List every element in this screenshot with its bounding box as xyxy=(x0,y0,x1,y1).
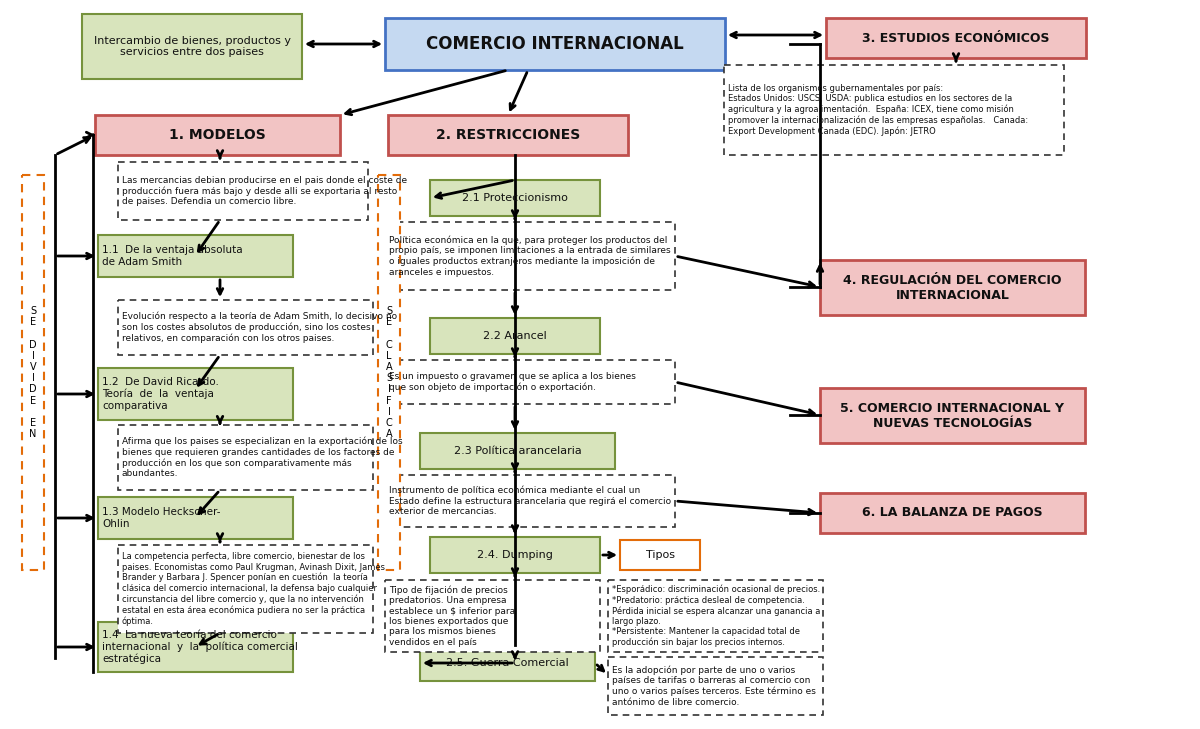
Text: 2.3 Política arancelaria: 2.3 Política arancelaria xyxy=(454,446,581,456)
FancyBboxPatch shape xyxy=(385,222,674,290)
FancyBboxPatch shape xyxy=(385,360,674,404)
FancyBboxPatch shape xyxy=(430,537,600,573)
FancyBboxPatch shape xyxy=(820,260,1085,315)
Text: 2.5. Guerra Comercial: 2.5. Guerra Comercial xyxy=(446,658,569,668)
FancyBboxPatch shape xyxy=(608,580,823,652)
Text: S
E
 
C
L
A
S
I
F
I
C
A: S E C L A S I F I C A xyxy=(385,306,392,439)
FancyBboxPatch shape xyxy=(118,425,373,490)
FancyBboxPatch shape xyxy=(430,180,600,216)
Text: Lista de los organismos gubernamentales por país:
Estados Unidos: USCS, USDA: pu: Lista de los organismos gubernamentales … xyxy=(728,84,1028,136)
Text: 2. RESTRICCIONES: 2. RESTRICCIONES xyxy=(436,128,580,142)
Text: 5. COMERCIO INTERNACIONAL Y
NUEVAS TECNOLOGÍAS: 5. COMERCIO INTERNACIONAL Y NUEVAS TECNO… xyxy=(840,402,1064,429)
Text: 6. LA BALANZA DE PAGOS: 6. LA BALANZA DE PAGOS xyxy=(862,507,1043,520)
FancyBboxPatch shape xyxy=(724,65,1064,155)
FancyBboxPatch shape xyxy=(98,497,293,539)
Text: S
E
 
D
I
V
I
D
E
 
E
N: S E D I V I D E E N xyxy=(29,306,37,439)
Text: Evolución respecto a la teoría de Adam Smith, lo decisivo no
son los costes abso: Evolución respecto a la teoría de Adam S… xyxy=(122,312,397,343)
FancyBboxPatch shape xyxy=(118,545,373,633)
Text: Es un impuesto o gravamen que se aplica a los bienes
que son objeto de importaci: Es un impuesto o gravamen que se aplica … xyxy=(389,372,636,392)
FancyBboxPatch shape xyxy=(420,433,616,469)
FancyBboxPatch shape xyxy=(620,540,700,570)
Text: Política económica en la que, para proteger los productos del
propio país, se im: Política económica en la que, para prote… xyxy=(389,235,671,276)
FancyBboxPatch shape xyxy=(385,18,725,70)
FancyBboxPatch shape xyxy=(430,318,600,354)
FancyBboxPatch shape xyxy=(420,645,595,681)
FancyBboxPatch shape xyxy=(385,475,674,527)
FancyBboxPatch shape xyxy=(385,580,600,652)
Text: Es la adopción por parte de uno o varios
países de tarifas o barreras al comerci: Es la adopción por parte de uno o varios… xyxy=(612,666,816,706)
FancyBboxPatch shape xyxy=(118,162,368,220)
FancyBboxPatch shape xyxy=(826,18,1086,58)
Text: La competencia perfecta, libre comercio, bienestar de los
paises. Economistas co: La competencia perfecta, libre comercio,… xyxy=(122,552,385,626)
Text: 2.4. Dumping: 2.4. Dumping xyxy=(478,550,553,560)
FancyBboxPatch shape xyxy=(378,175,400,570)
Text: 1.2  De David Ricardo.
Teoría  de  la  ventaja
comparativa: 1.2 De David Ricardo. Teoría de la venta… xyxy=(102,377,218,411)
Text: Tipos: Tipos xyxy=(646,550,674,560)
Text: 2.2 Arancel: 2.2 Arancel xyxy=(484,331,547,341)
FancyBboxPatch shape xyxy=(118,300,373,355)
Text: Intercambio de bienes, productos y
servicios entre dos paises: Intercambio de bienes, productos y servi… xyxy=(94,36,290,58)
Text: Instrumento de política económica mediante el cual un
Estado define la estructur: Instrumento de política económica median… xyxy=(389,486,671,516)
FancyBboxPatch shape xyxy=(820,388,1085,443)
FancyBboxPatch shape xyxy=(98,235,293,277)
Text: 1.1  De la ventaja absoluta
de Adam Smith: 1.1 De la ventaja absoluta de Adam Smith xyxy=(102,245,242,267)
FancyBboxPatch shape xyxy=(820,493,1085,533)
Text: Tipo de fijación de precios
predatorios. Una empresa
establece un $ inferior par: Tipo de fijación de precios predatorios.… xyxy=(389,585,515,647)
Text: Afirma que los paises se especializan en la exportación de los
bienes que requie: Afirma que los paises se especializan en… xyxy=(122,437,403,478)
Text: 1. MODELOS: 1. MODELOS xyxy=(169,128,266,142)
Text: 1.3 Modelo Heckscher-
Ohlin: 1.3 Modelo Heckscher- Ohlin xyxy=(102,507,221,529)
FancyBboxPatch shape xyxy=(98,622,293,672)
Text: 1.4  La nueva teoría del comercio
internacional  y  la  política comercial
estra: 1.4 La nueva teoría del comercio interna… xyxy=(102,630,298,664)
FancyBboxPatch shape xyxy=(95,115,340,155)
Text: 3. ESTUDIOS ECONÓMICOS: 3. ESTUDIOS ECONÓMICOS xyxy=(863,31,1050,44)
Text: COMERCIO INTERNACIONAL: COMERCIO INTERNACIONAL xyxy=(426,35,684,53)
Text: 4. REGULACIÓN DEL COMERCIO
INTERNACIONAL: 4. REGULACIÓN DEL COMERCIO INTERNACIONAL xyxy=(844,273,1062,302)
Text: *Esporádico: discriminación ocasional de precios.
*Predatorio: práctica desleal : *Esporádico: discriminación ocasional de… xyxy=(612,585,821,647)
Text: Las mercancias debian producirse en el pais donde el coste de
producción fuera m: Las mercancias debian producirse en el p… xyxy=(122,176,407,206)
FancyBboxPatch shape xyxy=(388,115,628,155)
FancyBboxPatch shape xyxy=(22,175,44,570)
FancyBboxPatch shape xyxy=(82,14,302,79)
Text: 2.1 Proteccionismo: 2.1 Proteccionismo xyxy=(462,193,568,203)
FancyBboxPatch shape xyxy=(98,368,293,420)
FancyBboxPatch shape xyxy=(608,657,823,715)
